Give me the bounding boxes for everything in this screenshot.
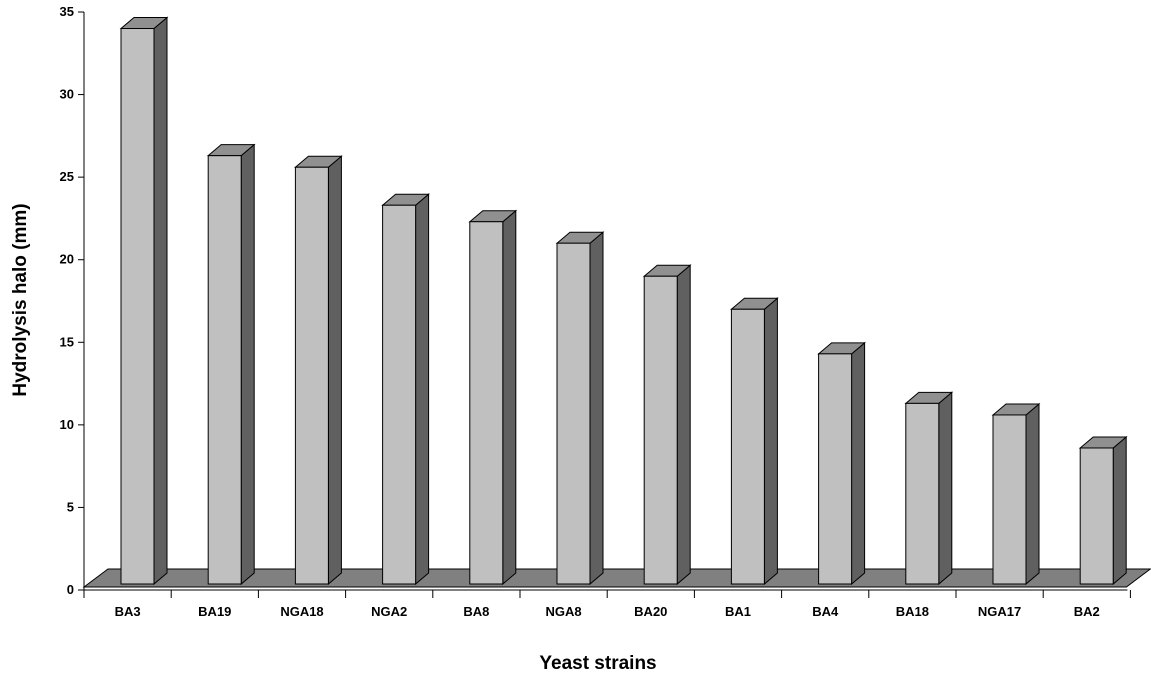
y-tick-label: 0 xyxy=(67,582,74,597)
x-tick-label: BA4 xyxy=(812,604,839,619)
y-tick-label: 15 xyxy=(60,334,74,349)
x-tick-label: BA20 xyxy=(634,604,667,619)
x-tick-label: BA18 xyxy=(896,604,929,619)
chart-floor xyxy=(82,568,1151,588)
x-tick-label: BA3 xyxy=(115,604,141,619)
bar-side xyxy=(851,341,866,586)
bar-front xyxy=(120,28,155,585)
bar-side xyxy=(763,297,778,586)
bar-side xyxy=(327,155,342,586)
bar xyxy=(642,264,692,586)
bar-front xyxy=(469,221,504,585)
y-axis-title: Hydrolysis halo (mm) xyxy=(10,203,31,396)
bars xyxy=(119,16,1128,586)
tick-labels: 0 5 10 15 20 25 30 35 xyxy=(60,4,74,597)
bar xyxy=(730,297,779,586)
y-tick-label: 35 xyxy=(60,4,74,19)
bar-front xyxy=(730,308,765,585)
bar-front xyxy=(643,275,678,585)
bar xyxy=(206,143,256,586)
bar-front xyxy=(207,155,242,585)
bar xyxy=(904,391,954,586)
bar-front xyxy=(992,414,1027,585)
bar-side xyxy=(415,193,430,586)
bar-front xyxy=(556,242,591,585)
x-tick-label: BA1 xyxy=(725,604,751,619)
bar-side xyxy=(938,391,953,586)
bar-front xyxy=(818,353,853,585)
x-tick-label: BA2 xyxy=(1074,604,1100,619)
bar xyxy=(991,402,1041,586)
bar-front xyxy=(1079,447,1114,585)
bar-side xyxy=(1025,402,1040,586)
bar-side xyxy=(676,264,691,586)
bar xyxy=(381,193,430,586)
x-tick-label: NGA2 xyxy=(371,604,407,619)
y-tick-label: 20 xyxy=(60,252,74,267)
bar-side xyxy=(1112,435,1127,586)
bar xyxy=(468,209,518,586)
y-tick-label: 5 xyxy=(67,499,74,514)
y-tick-label: 30 xyxy=(60,87,74,102)
floor-plane xyxy=(82,568,1151,588)
x-tick-label: NGA17 xyxy=(978,604,1021,619)
x-tick-label: NGA8 xyxy=(546,604,582,619)
x-tick-label: NGA18 xyxy=(280,604,323,619)
category-labels: BA3 BA19 NGA18 NGA2 BA8 NGA8 BA20 BA1 BA4 BA18 NGA… xyxy=(115,604,1100,619)
bar-side xyxy=(589,231,604,586)
bar-side xyxy=(153,16,168,586)
bar xyxy=(817,341,866,586)
y-tick-label: 25 xyxy=(60,169,74,184)
bar-front xyxy=(294,166,329,585)
bar-front xyxy=(905,402,940,585)
bar xyxy=(555,231,605,586)
bar-front xyxy=(382,204,417,585)
y-tick-label: 10 xyxy=(60,417,74,432)
x-tick-label: BA8 xyxy=(463,604,489,619)
bar xyxy=(119,16,169,586)
bar-side xyxy=(240,143,255,586)
x-tick-label: BA19 xyxy=(198,604,231,619)
bar xyxy=(294,155,343,586)
axes xyxy=(78,11,1131,598)
x-axis-title: Yeast strains xyxy=(539,653,656,674)
bar-side xyxy=(502,209,517,586)
bar xyxy=(1078,435,1128,586)
